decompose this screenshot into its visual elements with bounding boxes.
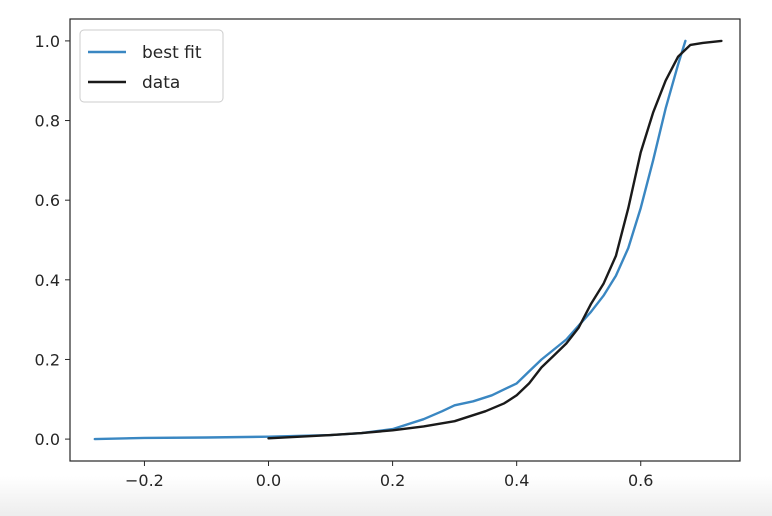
x-tick-label: −0.2 <box>125 471 164 490</box>
x-tick-label: 0.0 <box>256 471 281 490</box>
x-tick-label: 0.6 <box>628 471 653 490</box>
bottom-shade <box>0 476 772 516</box>
x-tick-label: 0.4 <box>504 471 529 490</box>
series-lines <box>93 39 723 441</box>
axis-ticks: −0.2 0.0 0.2 0.4 0.6 0.0 0.2 0.4 0.6 0.8 1.0 <box>35 32 654 490</box>
legend-label: best fit <box>142 43 202 63</box>
legend: best fit data <box>79 29 224 103</box>
legend-label: data <box>142 73 180 93</box>
x-tick-label: 0.2 <box>380 471 405 490</box>
series-line-data <box>267 39 723 440</box>
y-tick-label: 0.6 <box>35 191 60 210</box>
axes-frame <box>69 18 741 462</box>
y-tick-label: 0.8 <box>35 112 60 131</box>
y-tick-label: 1.0 <box>35 32 60 51</box>
legend-box <box>79 29 224 103</box>
y-tick-label: 0.4 <box>35 271 60 290</box>
y-tick-label: 0.2 <box>35 350 60 369</box>
y-tick-label: 0.0 <box>35 430 60 449</box>
